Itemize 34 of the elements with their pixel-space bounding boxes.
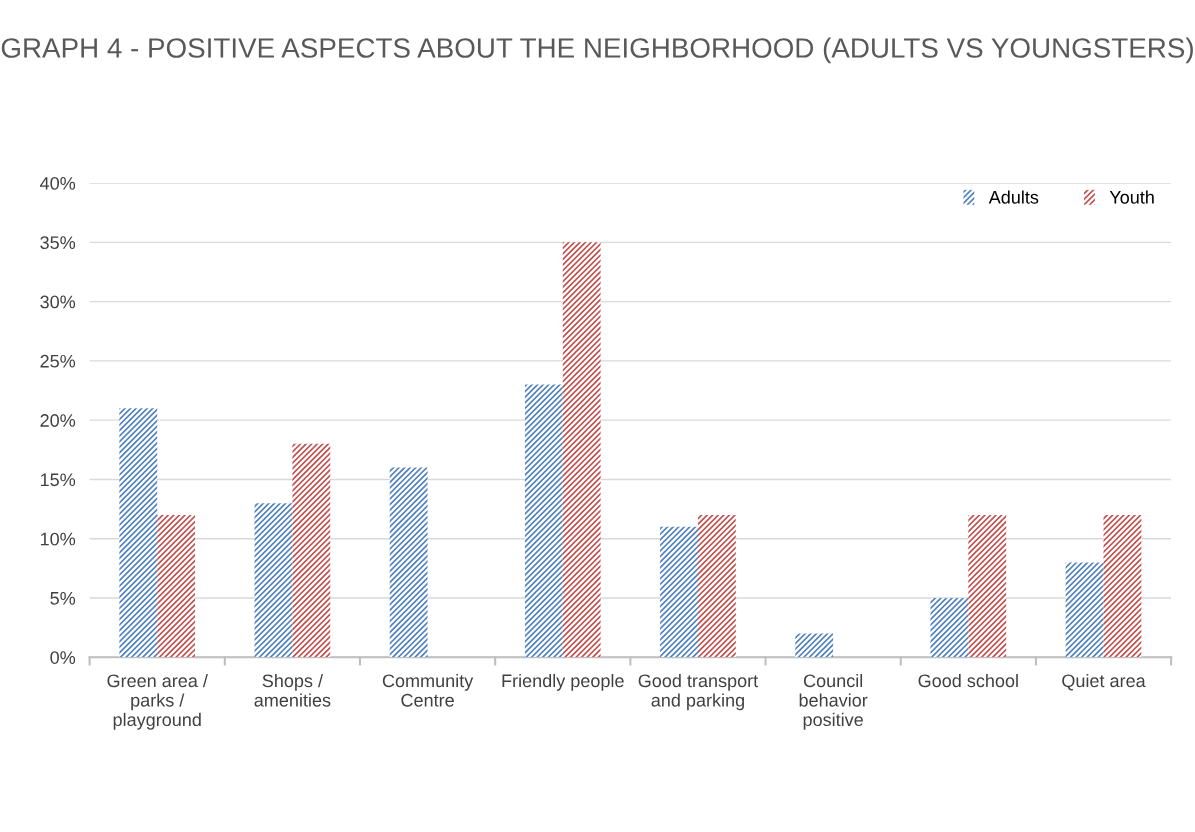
legend-label: Youth: [1109, 190, 1154, 204]
x-tick-label: Good school: [918, 673, 1018, 688]
y-tick-label: 40%: [40, 176, 76, 190]
bar: [697, 515, 736, 658]
bar: [524, 384, 563, 658]
x-tick-label: Good transport and parking: [638, 673, 759, 711]
y-tick-label: 0%: [50, 651, 76, 664]
bar: [968, 515, 1007, 658]
bar: [660, 526, 698, 658]
y-tick-label: 25%: [40, 354, 76, 368]
bar: [157, 515, 196, 658]
chart-title: GRAPH 4 - POSITIVE ASPECTS ABOUT THE NEIGHBORHOOD (ADULTS VS YOUNGSTERS): [1, 37, 1193, 64]
x-tick-label: Council behavior positive: [799, 673, 868, 730]
x-tick-label: Shops / amenities: [254, 673, 331, 707]
x-tick-label: Green area / parks / playground: [107, 673, 208, 730]
x-tick-label: Quiet area: [1062, 673, 1146, 691]
legend-label: Adults: [988, 190, 1039, 204]
bar: [389, 467, 428, 658]
y-tick-label: 20%: [40, 414, 76, 427]
bar: [1065, 562, 1104, 658]
bar: [795, 633, 834, 658]
y-tick-label: 35%: [40, 236, 76, 250]
y-tick-label: 30%: [40, 295, 76, 309]
bar: [930, 598, 969, 658]
bar: [562, 242, 601, 658]
bar: [119, 408, 158, 658]
bar: [1103, 515, 1142, 658]
bar: [254, 503, 293, 658]
y-tick-label: 15%: [40, 473, 76, 487]
x-tick-label: Friendly people: [502, 673, 624, 691]
y-tick-label: 10%: [40, 532, 76, 546]
bar: [292, 443, 331, 658]
x-tick-label: Community Centre: [382, 673, 474, 707]
y-tick-label: 5%: [50, 592, 76, 605]
